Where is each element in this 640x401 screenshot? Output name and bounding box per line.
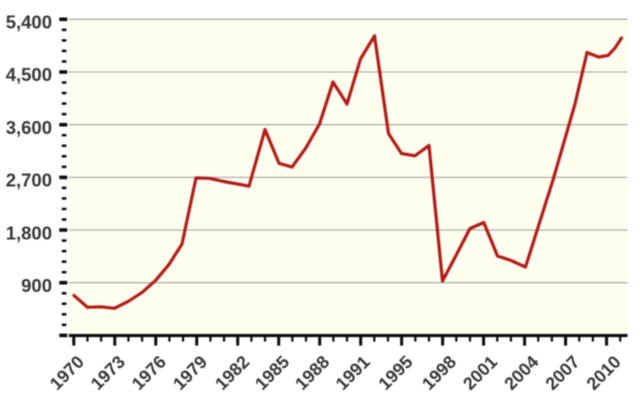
svg-text:1982: 1982 (211, 352, 253, 394)
svg-text:1998: 1998 (418, 352, 460, 394)
svg-text:1976: 1976 (128, 352, 170, 394)
svg-text:1988: 1988 (291, 352, 333, 394)
svg-text:2,700: 2,700 (6, 170, 52, 191)
svg-text:2007: 2007 (541, 352, 583, 394)
svg-text:3,600: 3,600 (6, 117, 52, 138)
svg-text:1970: 1970 (46, 352, 88, 394)
svg-text:1991: 1991 (332, 352, 374, 394)
svg-text:2001: 2001 (459, 352, 501, 394)
svg-text:1979: 1979 (169, 352, 211, 394)
svg-text:2010: 2010 (583, 352, 625, 394)
svg-text:1995: 1995 (374, 352, 416, 394)
svg-text:1973: 1973 (87, 352, 129, 394)
svg-text:1985: 1985 (251, 352, 293, 394)
svg-text:4,500: 4,500 (6, 64, 52, 85)
svg-text:5,400: 5,400 (6, 12, 52, 33)
svg-text:1,800: 1,800 (6, 222, 52, 243)
svg-text:2004: 2004 (500, 352, 542, 394)
svg-text:900: 900 (21, 275, 52, 296)
